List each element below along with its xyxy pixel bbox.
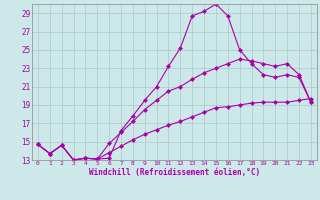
X-axis label: Windchill (Refroidissement éolien,°C): Windchill (Refroidissement éolien,°C) xyxy=(89,168,260,177)
